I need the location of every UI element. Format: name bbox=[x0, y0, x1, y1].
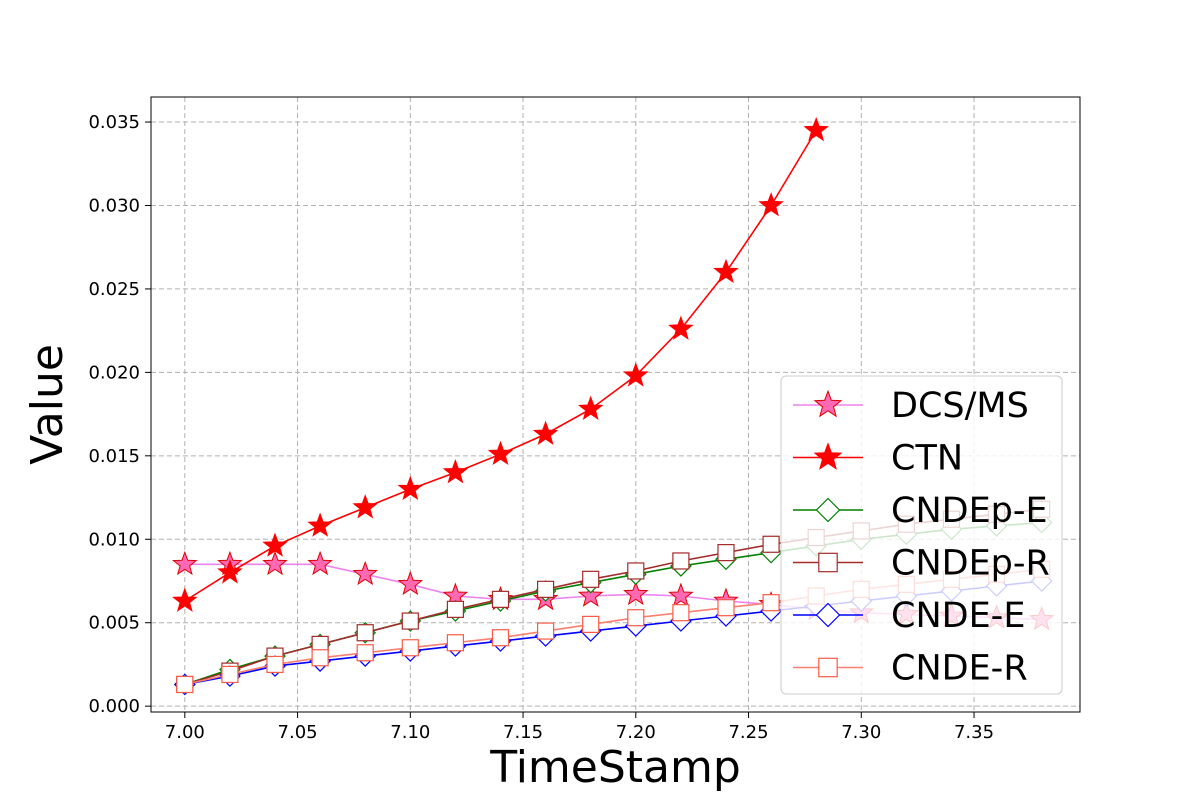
y-axis-label: Value bbox=[22, 344, 73, 465]
axis-ticks: 7.00 7.05 7.10 7.15 7.20 7.25 7.30 7.35 0.000 0.0… bbox=[88, 112, 994, 743]
star-marker bbox=[532, 420, 559, 445]
square-marker bbox=[717, 544, 735, 562]
x-tick-label: 7.10 bbox=[390, 722, 430, 743]
legend-item: CNDE-R bbox=[793, 649, 1028, 689]
x-tick-label: 7.25 bbox=[728, 722, 768, 743]
star-marker bbox=[217, 559, 243, 584]
diamond-marker bbox=[815, 602, 841, 628]
diamond-marker bbox=[815, 497, 841, 523]
star-marker bbox=[577, 395, 604, 420]
legend-item: CNDEp-R bbox=[793, 544, 1050, 584]
x-tick-label: 7.00 bbox=[165, 722, 205, 743]
y-tick-label: 0.035 bbox=[88, 112, 140, 133]
star-marker bbox=[262, 532, 288, 557]
y-tick-label: 0.030 bbox=[88, 195, 140, 216]
legend-label: CNDE-E bbox=[891, 596, 1025, 636]
square-marker bbox=[762, 594, 780, 612]
square-marker bbox=[717, 599, 735, 617]
square-marker bbox=[446, 634, 465, 652]
x-tick-label: 7.05 bbox=[278, 722, 318, 743]
star-marker bbox=[713, 258, 739, 284]
star-marker bbox=[352, 494, 378, 519]
square-marker bbox=[672, 604, 690, 622]
star-marker bbox=[813, 442, 843, 470]
star-marker bbox=[487, 440, 514, 466]
legend-item: CNDEp-E bbox=[793, 491, 1048, 531]
square-marker bbox=[582, 615, 600, 633]
square-marker bbox=[762, 535, 780, 553]
square-marker bbox=[266, 655, 284, 674]
square-marker bbox=[401, 639, 419, 657]
star-marker bbox=[623, 580, 649, 606]
x-axis-label: TimeStamp bbox=[489, 742, 741, 793]
legend-item: CNDE-E bbox=[793, 596, 1025, 636]
square-marker bbox=[536, 622, 555, 640]
square-marker bbox=[672, 552, 690, 570]
legend-item: DCS/MS bbox=[793, 386, 1029, 426]
square-marker bbox=[818, 552, 838, 573]
y-tick-label: 0.000 bbox=[88, 696, 140, 717]
y-tick-label: 0.020 bbox=[88, 362, 140, 383]
square-marker bbox=[221, 665, 239, 684]
series-ctn bbox=[172, 116, 829, 612]
star-marker bbox=[397, 475, 424, 501]
square-marker bbox=[818, 657, 838, 678]
star-marker bbox=[577, 582, 604, 607]
square-marker bbox=[627, 609, 645, 627]
star-marker bbox=[668, 315, 694, 340]
square-marker bbox=[356, 624, 374, 642]
star-marker bbox=[307, 512, 333, 537]
legend-item: CTN bbox=[793, 439, 963, 479]
square-marker bbox=[627, 562, 645, 580]
legend-label: DCS/MS bbox=[891, 386, 1029, 426]
star-marker bbox=[668, 582, 694, 607]
legend-label: CNDEp-E bbox=[891, 491, 1048, 531]
square-marker bbox=[311, 649, 329, 667]
x-tick-label: 7.35 bbox=[954, 722, 994, 743]
star-marker bbox=[397, 570, 424, 596]
square-marker bbox=[536, 580, 555, 598]
square-marker bbox=[491, 590, 510, 608]
x-tick-label: 7.30 bbox=[841, 722, 881, 743]
legend-label: CTN bbox=[891, 439, 963, 479]
y-tick-label: 0.015 bbox=[88, 446, 140, 467]
square-marker bbox=[582, 570, 600, 588]
square-marker bbox=[176, 675, 194, 694]
star-marker bbox=[172, 587, 198, 612]
plot-frame bbox=[150, 96, 1081, 713]
star-marker bbox=[307, 550, 333, 576]
y-tick-label: 0.025 bbox=[88, 279, 140, 300]
star-marker bbox=[442, 459, 469, 484]
star-marker bbox=[803, 116, 829, 142]
square-marker bbox=[356, 644, 374, 662]
square-marker bbox=[446, 600, 465, 618]
square-marker bbox=[401, 612, 419, 630]
x-tick-label: 7.20 bbox=[616, 722, 656, 743]
y-tick-label: 0.005 bbox=[88, 613, 140, 634]
star-marker bbox=[813, 389, 843, 418]
legend: DCS/MS CTN CNDEp-E CNDEp-R CNDE-E CNDE-R bbox=[780, 375, 1063, 695]
star-marker bbox=[758, 192, 784, 217]
star-marker bbox=[172, 550, 198, 576]
star-marker bbox=[262, 550, 288, 576]
star-marker bbox=[352, 560, 378, 586]
legend-label: CNDEp-R bbox=[891, 544, 1050, 584]
star-marker bbox=[623, 362, 649, 387]
y-tick-label: 0.010 bbox=[88, 529, 140, 550]
square-marker bbox=[491, 629, 510, 647]
legend-label: CNDE-R bbox=[891, 649, 1028, 689]
x-tick-label: 7.15 bbox=[503, 722, 543, 743]
series-line bbox=[184, 129, 817, 602]
